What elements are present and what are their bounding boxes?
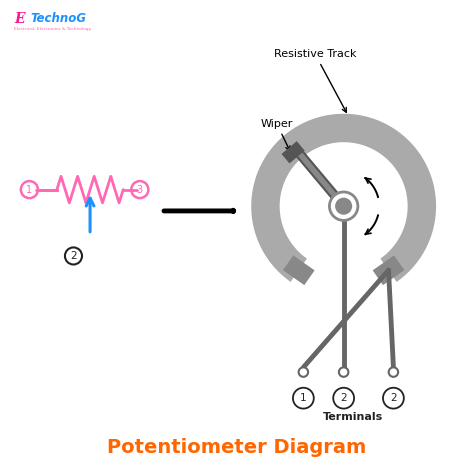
Text: 3: 3 — [137, 184, 143, 195]
Circle shape — [339, 367, 348, 377]
Bar — [373, 255, 404, 285]
Circle shape — [329, 192, 358, 220]
Bar — [283, 255, 315, 285]
Text: TechnoG: TechnoG — [31, 12, 87, 25]
Circle shape — [299, 367, 308, 377]
Text: Wiper: Wiper — [261, 119, 293, 151]
Text: Electrical, Electronics & Technology: Electrical, Electronics & Technology — [14, 27, 91, 31]
Text: 2: 2 — [70, 251, 77, 261]
Text: 1: 1 — [27, 184, 32, 195]
Text: Terminals: Terminals — [323, 412, 383, 422]
Text: Resistive Track: Resistive Track — [274, 49, 356, 112]
Circle shape — [335, 198, 352, 215]
Bar — [282, 141, 305, 164]
Polygon shape — [251, 114, 436, 282]
Text: 1: 1 — [300, 393, 307, 403]
Text: E: E — [14, 12, 25, 26]
Text: 2: 2 — [390, 393, 397, 403]
Text: Potentiometer Diagram: Potentiometer Diagram — [108, 438, 366, 457]
Circle shape — [389, 367, 398, 377]
Text: 2: 2 — [340, 393, 347, 403]
